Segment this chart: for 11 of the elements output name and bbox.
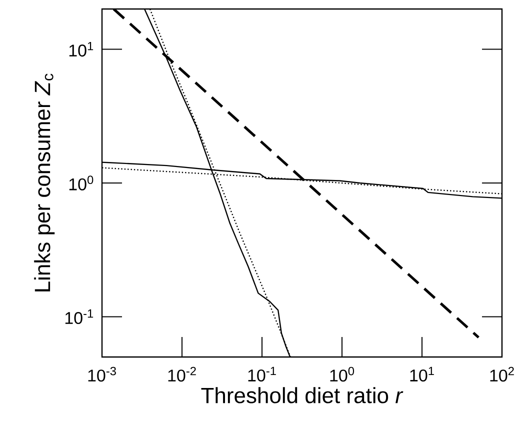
x-tick-label: 10$^{0}$ [330,366,354,382]
x-tick-label: 10$^{-1}$ [248,366,276,382]
x-tick-label: 10$^{2}$ [490,366,514,382]
y-axis-title: Links per consumer Z$_{c}$ [34,74,55,292]
y-tick-label: 10$^{0}$ [69,176,94,190]
x-axis-title: Threshold diet ratio r [201,387,404,404]
x-tick-label: 10$^{1}$ [410,366,434,382]
x-tick-label: 10$^{-2}$ [168,366,196,382]
y-tick-label: 10$^{-1}$ [65,309,94,324]
x-tick-label: 10$^{-3}$ [88,366,116,382]
y-tick-label: 10$^{1}$ [69,42,94,57]
